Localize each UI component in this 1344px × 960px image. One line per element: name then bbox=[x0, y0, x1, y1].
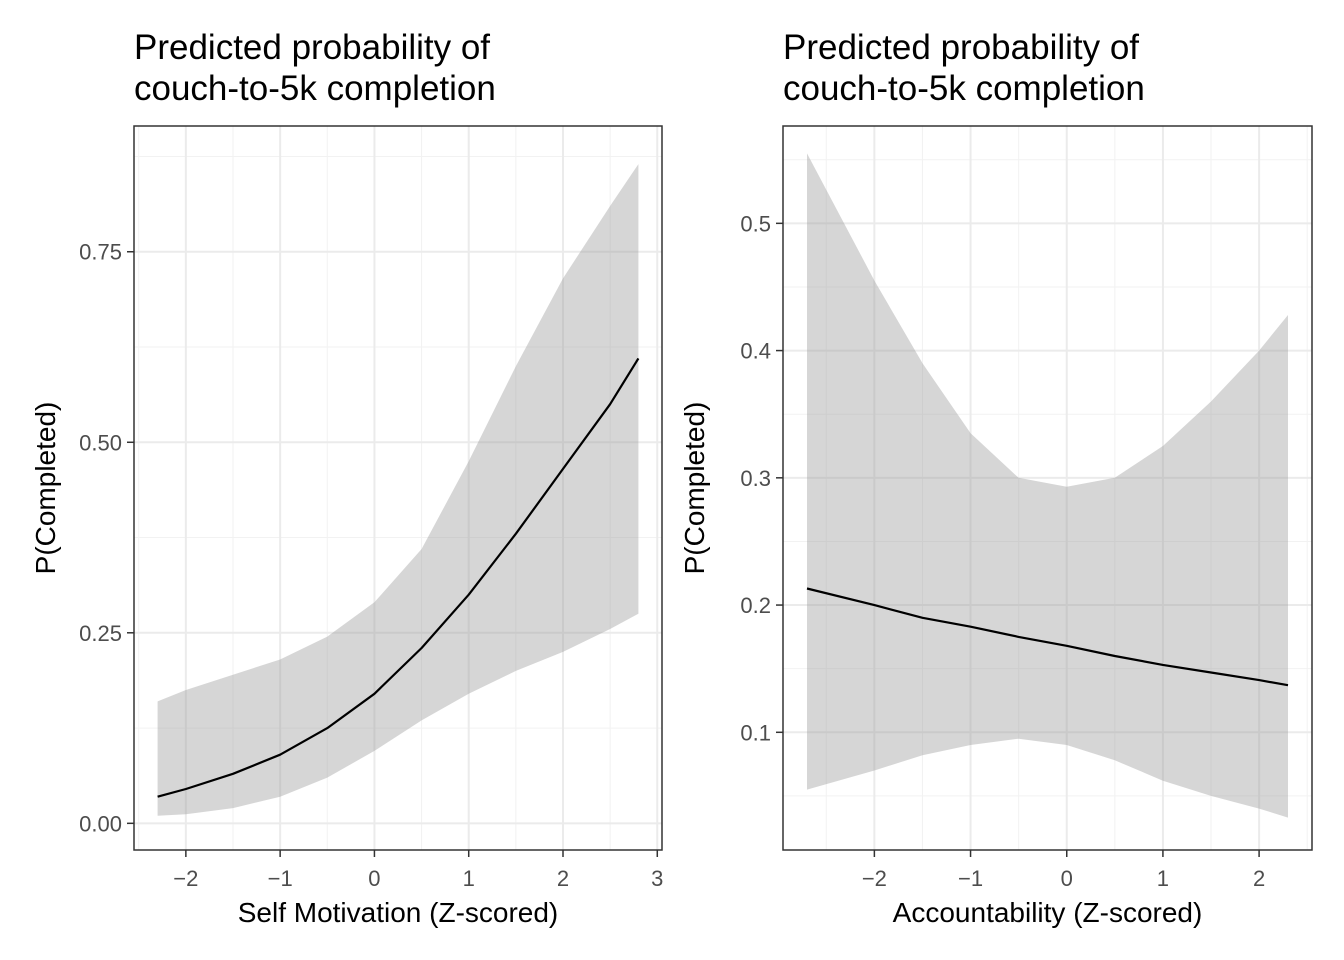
panel-border bbox=[782, 125, 1313, 851]
x-tick-label: −2 bbox=[862, 866, 887, 891]
x-tick-label: −1 bbox=[958, 866, 983, 891]
chart-title-line: couch-to-5k completion bbox=[783, 69, 1145, 108]
x-tick-label: 1 bbox=[463, 866, 475, 891]
chart-title-line: Predicted probability of bbox=[134, 28, 490, 67]
y-tick-label: 0.75 bbox=[79, 240, 122, 265]
x-tick-label: 1 bbox=[1157, 866, 1169, 891]
confidence-ribbon bbox=[157, 164, 639, 816]
chart-title-line: Predicted probability of bbox=[783, 28, 1139, 67]
x-tick-label: 2 bbox=[1253, 866, 1265, 891]
chart-title-line: couch-to-5k completion bbox=[134, 69, 496, 108]
predicted-line bbox=[157, 357, 640, 798]
chart-panel-2: −2 −1 0 1 2 0.1 0.2 0.3 0.4 0.5 Accountability (Z-… bbox=[679, 28, 1313, 928]
y-tick-label: 0.50 bbox=[79, 430, 122, 455]
plot-background bbox=[783, 126, 1312, 850]
chart-title: Predicted probability of couch-to-5k comp… bbox=[783, 28, 1145, 108]
x-tick-label: 3 bbox=[651, 866, 663, 891]
y-axis-title: P(Completed) bbox=[679, 402, 710, 575]
y-tick-label: 0.3 bbox=[740, 466, 771, 491]
chart-title: Predicted probability of couch-to-5k comp… bbox=[134, 28, 496, 108]
chart-panel-1: −2 −1 0 1 2 3 0.00 0.25 0.50 0.75 Self Motivation … bbox=[30, 28, 663, 928]
x-tick-label: 2 bbox=[557, 866, 569, 891]
x-tick-label: −2 bbox=[173, 866, 198, 891]
plot-background bbox=[134, 126, 662, 850]
predicted-line bbox=[806, 587, 1289, 687]
panel-border bbox=[133, 125, 663, 851]
y-tick-label: 0.00 bbox=[79, 811, 122, 836]
confidence-ribbon bbox=[807, 153, 1288, 818]
x-axis-title: Accountability (Z-scored) bbox=[893, 897, 1203, 928]
y-tick-label: 0.4 bbox=[740, 339, 771, 364]
y-axis-title: P(Completed) bbox=[30, 402, 61, 575]
y-tick-label: 0.2 bbox=[740, 593, 771, 618]
x-tick-label: 0 bbox=[1061, 866, 1073, 891]
y-tick-label: 0.25 bbox=[79, 621, 122, 646]
y-tick-label: 0.5 bbox=[740, 211, 771, 236]
x-tick-label: −1 bbox=[268, 866, 293, 891]
x-axis-title: Self Motivation (Z-scored) bbox=[238, 897, 559, 928]
y-tick-label: 0.1 bbox=[740, 720, 771, 745]
x-tick-label: 0 bbox=[368, 866, 380, 891]
